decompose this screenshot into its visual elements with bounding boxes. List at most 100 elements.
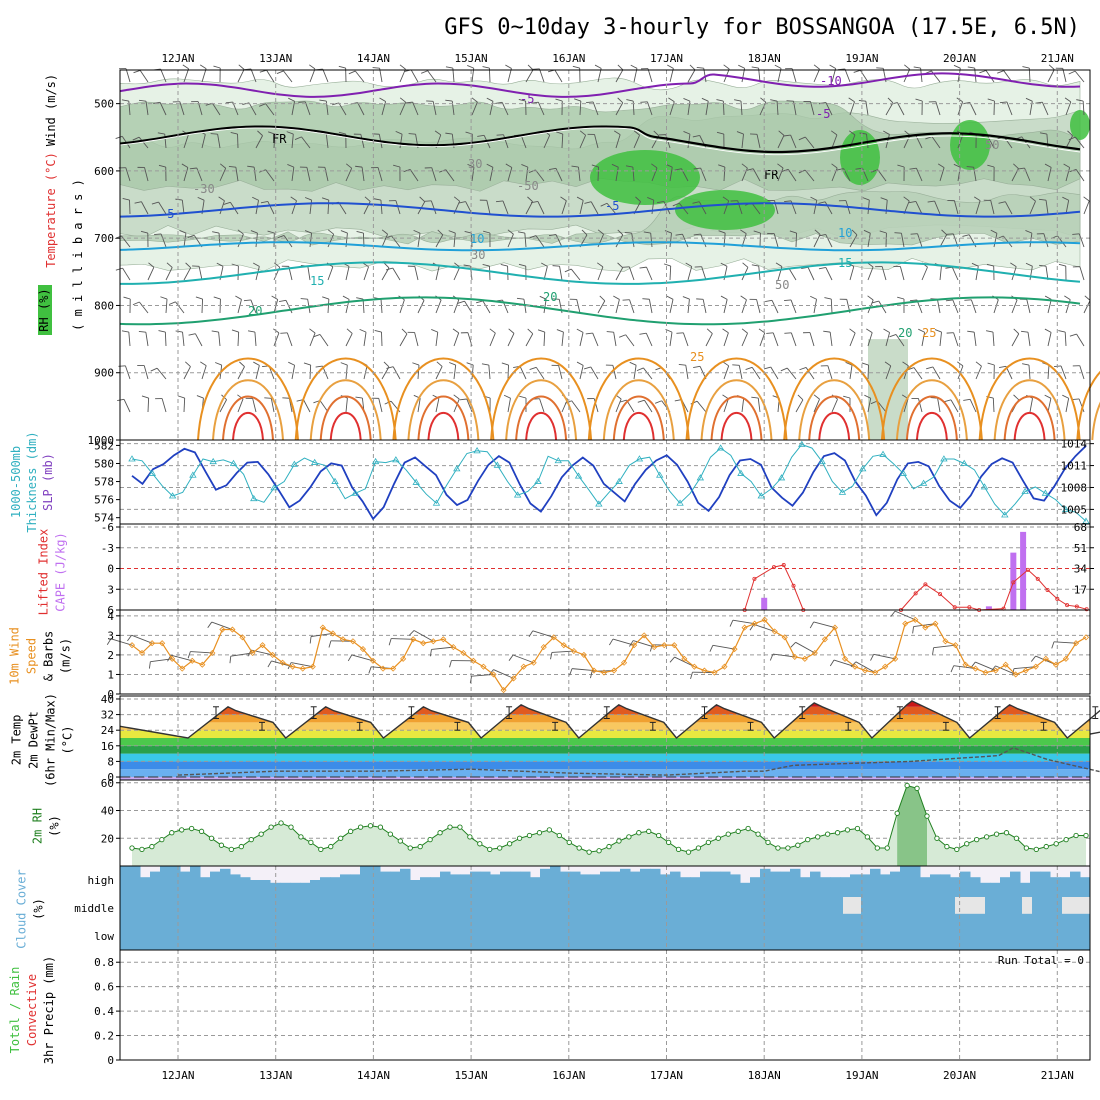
wind-barb-flag	[736, 131, 744, 135]
wind-barb-flag	[797, 394, 804, 401]
cloud-bar-middle	[680, 894, 691, 922]
wind-barb	[738, 365, 743, 380]
wind-barb-flag	[843, 395, 851, 399]
wind-barb	[844, 68, 851, 83]
contour-label: 10	[470, 232, 484, 246]
rh-marker	[1013, 835, 1020, 841]
wind-barb	[606, 202, 617, 215]
wind-barb-flag	[288, 97, 295, 102]
wind-barb-flag	[218, 196, 225, 202]
wind-barb-flag	[132, 136, 140, 141]
wind-barb-flag	[1022, 363, 1030, 366]
wind-barb-flag	[774, 64, 782, 69]
cloud-bar-low	[870, 922, 881, 950]
thickness-marker	[1001, 511, 1009, 518]
wind-barb	[558, 365, 563, 380]
cloud-bar-high	[950, 877, 961, 894]
surface-heating-contour	[622, 411, 655, 441]
wind-barb	[273, 332, 280, 347]
rh-marker	[328, 843, 334, 850]
wind-barb	[669, 167, 673, 182]
rh-marker	[735, 828, 741, 834]
wind-barb	[825, 234, 833, 248]
cloud-bar-low	[710, 922, 721, 950]
day-label-bottom: 19JAN	[845, 1069, 878, 1082]
wind-speed-marker	[1082, 634, 1090, 641]
wind-barb	[867, 200, 870, 215]
surface-heating-contour	[525, 411, 558, 441]
wind-barb-flag	[753, 230, 761, 234]
wind-barb	[831, 167, 838, 182]
cloud-bar-high	[320, 877, 331, 894]
wind-barb-flag	[956, 361, 964, 367]
wind-barb-flag	[1010, 262, 1017, 268]
wind-barb-flag	[741, 163, 748, 169]
cloud-bar-middle	[590, 894, 601, 922]
wind-speed-marker	[831, 624, 839, 631]
wind-barb	[579, 200, 584, 215]
wind-barb	[1027, 332, 1031, 347]
wind-barb	[613, 332, 617, 347]
wind-barb-flag	[175, 330, 183, 333]
thickness-marker	[757, 492, 765, 499]
surface-heating-contour	[993, 379, 1066, 441]
wind-barb-flag	[1039, 132, 1047, 135]
surface-heating-contour	[895, 379, 968, 441]
wind-barb-flag	[539, 295, 547, 300]
wind-barb-flag	[182, 64, 189, 70]
wind-barb	[561, 332, 564, 347]
tick-label: 3	[107, 629, 114, 642]
wind-barb-flag	[635, 196, 641, 202]
wind-barb-flag	[300, 298, 308, 300]
cloud-bar-middle	[290, 894, 301, 922]
cloud-bar-low	[250, 922, 261, 950]
wind-barb-flag	[1048, 64, 1055, 70]
wind-speed-marker	[430, 638, 437, 645]
wind-barb	[577, 167, 581, 182]
wind-barb	[237, 233, 244, 248]
wind-speed-marker	[400, 655, 407, 662]
wind-barb	[992, 332, 995, 347]
wind-speed-marker	[1062, 655, 1069, 662]
wind-barb	[267, 201, 275, 215]
wind-barb	[309, 332, 316, 347]
wind-barb	[663, 201, 671, 215]
contour-label: 20	[248, 304, 262, 318]
cloud-bar-low	[490, 922, 501, 950]
wind-barb-flag	[449, 660, 452, 668]
wind-barb-flag	[384, 400, 392, 405]
wind-barb-flag	[643, 231, 651, 234]
wind-barb	[412, 101, 419, 116]
cloud-bar-middle	[540, 894, 551, 922]
cloud-bar-high	[410, 880, 421, 894]
cloud-bar-middle	[1050, 894, 1061, 922]
cloud-bar-middle	[650, 894, 661, 922]
wind-barb	[322, 68, 329, 83]
cloud-bar-middle	[880, 894, 891, 922]
wind-barb-flag	[250, 230, 258, 234]
rh-high-patch	[1070, 110, 1090, 140]
rh-marker	[1083, 832, 1089, 839]
wind-barb	[327, 266, 334, 281]
wind-barb	[435, 366, 443, 380]
wind-barb	[519, 366, 527, 380]
wind-barb-flag	[243, 299, 251, 302]
wind-barb	[993, 233, 998, 248]
wind-barb-flag	[175, 198, 183, 201]
wind-barb	[772, 653, 795, 658]
wind-barb-flag	[464, 231, 472, 234]
rh-marker	[407, 845, 413, 851]
rh-marker	[1043, 843, 1049, 850]
wind-barb-flag	[452, 328, 459, 334]
cloud-bar-low	[950, 922, 961, 950]
wind-barb-flag	[964, 299, 972, 301]
panel-side-label: (6hr Min/Max)	[44, 693, 58, 787]
wind-barb-flag	[999, 365, 1007, 369]
wind-barb	[1041, 101, 1049, 116]
wind-barb-flag	[413, 229, 421, 234]
wind-barb	[147, 267, 155, 281]
wind-speed-marker	[149, 640, 156, 647]
wind-barb-flag	[1063, 163, 1070, 168]
upper-axis-label: ( m i l l i b a r s )	[71, 179, 85, 331]
wind-barb	[1047, 167, 1052, 182]
